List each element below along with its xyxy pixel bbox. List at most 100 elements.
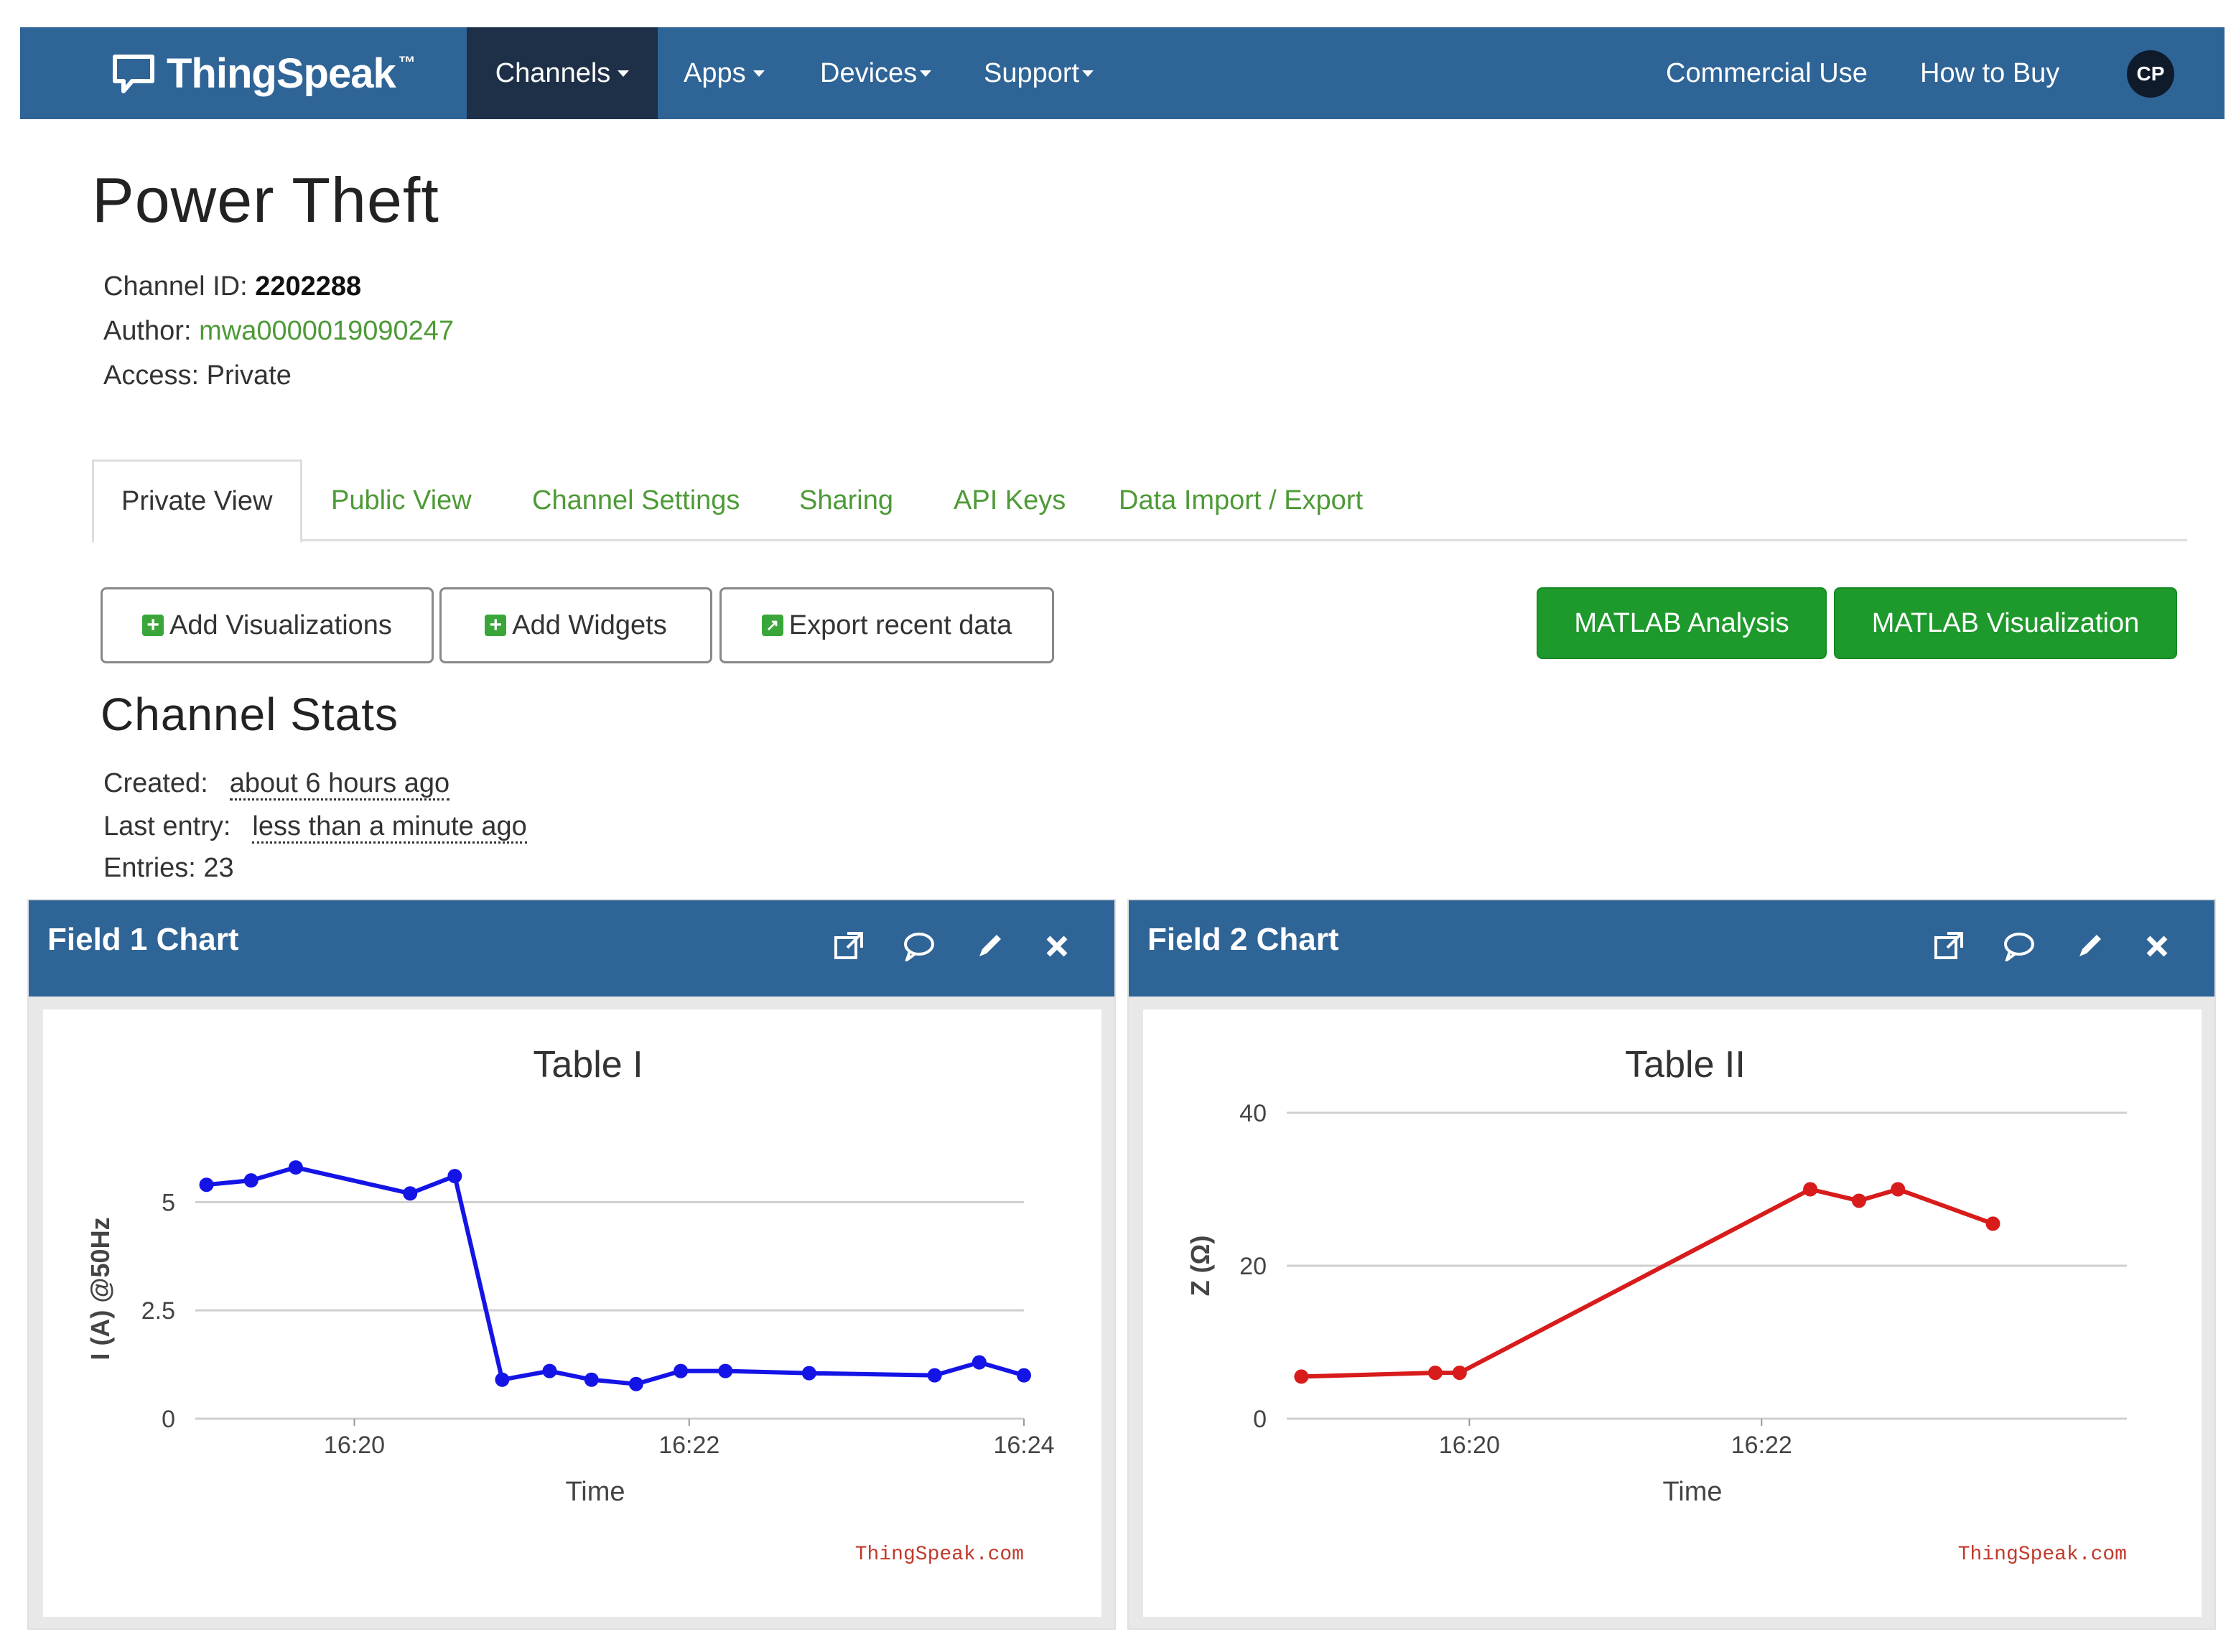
channel-id-label: Channel ID: [103, 271, 248, 302]
x-tick-label: 16:22 [1731, 1432, 1792, 1459]
widget-header: Field 2 Chart [1129, 900, 2214, 997]
data-point [542, 1363, 557, 1378]
widget-title: Field 2 Chart [1147, 922, 1339, 957]
created-value: about 6 hours ago [229, 768, 450, 801]
nav-support[interactable]: Support [984, 27, 1094, 119]
entries-label: Entries: [103, 853, 196, 883]
tab-sharing[interactable]: Sharing [799, 485, 893, 515]
caret-down-icon [920, 70, 932, 77]
comment-icon[interactable] [899, 926, 939, 966]
comment-icon[interactable] [1999, 926, 2039, 966]
created-label: Created: [103, 768, 208, 798]
thingspeak-credit: ThingSpeak.com [1958, 1544, 2127, 1566]
data-point [243, 1173, 258, 1188]
page-title: Power Theft [92, 164, 439, 235]
plus-icon: + [485, 615, 507, 636]
x-axis-label: Time [1662, 1477, 1722, 1507]
nav-apps-label: Apps [684, 57, 746, 88]
close-icon[interactable] [1037, 926, 1077, 966]
tab-data-import-export[interactable]: Data Import / Export [1119, 485, 1364, 515]
data-point [972, 1355, 987, 1370]
nav-devices[interactable]: Devices [820, 27, 932, 119]
nav-channels[interactable]: Channels [467, 27, 658, 119]
external-link-icon[interactable] [1929, 926, 1969, 966]
data-point [1891, 1182, 1906, 1197]
data-point [1985, 1216, 2000, 1231]
nav-how-to-buy[interactable]: How to Buy [1920, 57, 2060, 88]
close-icon[interactable] [2137, 926, 2177, 966]
data-point [718, 1363, 733, 1378]
nav-support-label: Support [984, 57, 1080, 88]
widget-header: Field 1 Chart [29, 900, 1114, 997]
data-point [584, 1372, 599, 1387]
y-tick-label: 2.5 [141, 1297, 175, 1325]
data-point [495, 1372, 510, 1387]
add-visualizations-label: Add Visualizations [169, 610, 392, 640]
tab-api-keys[interactable]: API Keys [954, 485, 1066, 515]
brand-logo[interactable]: ThingSpeak ™ [111, 27, 416, 119]
last-entry-label: Last entry: [103, 811, 231, 841]
channel-tabs: Private View Public View Channel Setting… [92, 459, 2187, 543]
chart-area: Table I 0 2.5 5 16:20 16:22 16:24 Time I (A) @50… [43, 1009, 1101, 1617]
pencil-icon[interactable] [969, 926, 1010, 966]
y-axis-label: I (A) @50Hz [85, 1217, 115, 1360]
access-value: Private [206, 360, 292, 391]
matlab-visualization-button[interactable]: MATLAB Visualization [1834, 587, 2177, 659]
tab-public-view[interactable]: Public View [331, 485, 472, 515]
plus-icon: + [142, 615, 164, 636]
y-tick-label: 20 [1239, 1253, 1267, 1280]
author-label: Author: [103, 316, 192, 346]
data-point [447, 1169, 462, 1184]
field-2-chart-svg: Table II 0 20 40 16:20 16:22 Time Z (Ω) ThingSpe… [1185, 1044, 2127, 1566]
entries-row: Entries: 23 [103, 853, 234, 884]
series-line [206, 1165, 1025, 1386]
channel-id-value: 2202288 [255, 271, 362, 302]
matlab-analysis-button[interactable]: MATLAB Analysis [1537, 587, 1827, 659]
x-tick-label: 16:22 [658, 1432, 719, 1459]
y-tick-label: 40 [1239, 1100, 1267, 1127]
add-visualizations-button[interactable]: + Add Visualizations [101, 587, 434, 663]
data-point [674, 1363, 689, 1378]
caret-down-icon [618, 70, 630, 77]
entries-value: 23 [203, 853, 234, 883]
data-point [1017, 1368, 1031, 1383]
field-1-chart-svg: Table I 0 2.5 5 16:20 16:22 16:24 Time I (A) @50… [85, 1044, 1055, 1566]
nav-commercial-use[interactable]: Commercial Use [1666, 57, 1868, 88]
data-point [801, 1366, 816, 1381]
nav-apps[interactable]: Apps [684, 27, 765, 119]
y-tick-label: 5 [162, 1189, 175, 1216]
x-tick-label: 16:20 [1439, 1432, 1500, 1459]
y-axis-label: Z (Ω) [1185, 1236, 1215, 1297]
export-recent-data-button[interactable]: ↗ Export recent data [719, 587, 1054, 663]
pencil-icon[interactable] [2069, 926, 2110, 966]
data-point [403, 1186, 418, 1201]
tab-private-view[interactable]: Private View [92, 459, 302, 543]
data-point [1851, 1193, 1866, 1208]
series-line [1301, 1187, 1994, 1379]
add-widgets-button[interactable]: + Add Widgets [439, 587, 712, 663]
thingspeak-credit: ThingSpeak.com [855, 1544, 1024, 1566]
tab-channel-settings[interactable]: Channel Settings [532, 485, 740, 515]
user-avatar[interactable]: CP [2127, 50, 2174, 98]
widget-title: Field 1 Chart [47, 922, 239, 957]
last-entry-value: less than a minute ago [252, 811, 527, 844]
author-row: Author: mwa0000019090247 [103, 316, 454, 347]
brand-trademark: ™ [398, 53, 416, 73]
nav-channels-label: Channels [495, 57, 611, 88]
channel-id-row: Channel ID: 2202288 [103, 271, 361, 302]
field-1-chart-widget: Field 1 Chart Table I 0 2.5 5 16:20 16:22 16:2… [27, 899, 1116, 1630]
data-point [288, 1160, 303, 1175]
last-entry-row: Last entry: less than a minute ago [103, 811, 527, 844]
access-row: Access: Private [103, 360, 292, 391]
field-2-chart-widget: Field 2 Chart Table II 0 20 40 16:20 16:22 Tim… [1127, 899, 2216, 1630]
x-tick-label: 16:24 [993, 1432, 1054, 1459]
access-label: Access: [103, 360, 200, 391]
x-tick-label: 16:20 [324, 1432, 385, 1459]
export-recent-data-label: Export recent data [788, 610, 1012, 640]
channel-stats-title: Channel Stats [101, 689, 399, 740]
caret-down-icon [753, 70, 765, 77]
author-link[interactable]: mwa0000019090247 [199, 316, 455, 346]
export-icon: ↗ [761, 615, 783, 636]
data-point [628, 1376, 643, 1391]
external-link-icon[interactable] [829, 926, 869, 966]
